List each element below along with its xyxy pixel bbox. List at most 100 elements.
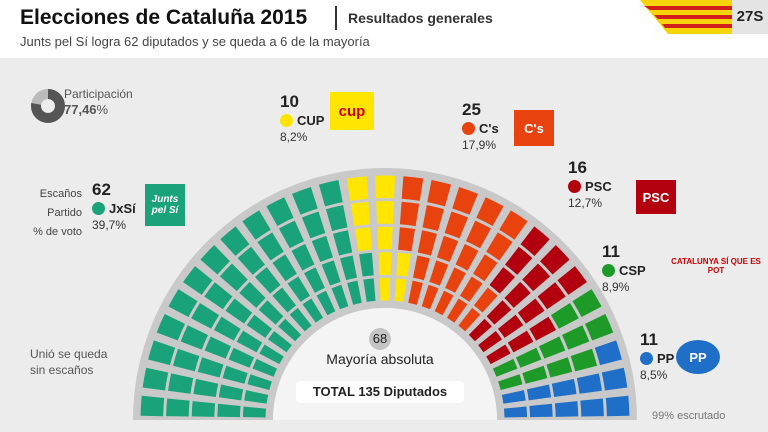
seat-jxsi [291, 243, 315, 271]
csp-logo: CATALUNYA SÍ QUE ES POT [671, 257, 761, 275]
seat-psc [468, 318, 492, 342]
party-color-dot [602, 264, 615, 277]
seat-jxsi [183, 266, 213, 295]
seat-jxsi [204, 282, 233, 310]
seat-csp [570, 348, 598, 372]
seat-jxsi [222, 365, 248, 384]
seat-cup [354, 227, 372, 252]
header: Elecciones de Cataluña 2015 Resultados g… [0, 0, 768, 58]
party-name: CSP [619, 263, 646, 278]
party-label-pp: 11 PP 8,5% [640, 330, 674, 382]
seat-cup [396, 252, 411, 277]
seat-cs [455, 243, 479, 271]
seat-cup [377, 226, 393, 250]
seat-psc [517, 298, 545, 324]
seat-jxsi [321, 260, 341, 286]
seat-cs [398, 227, 416, 252]
seat-cs [445, 267, 466, 293]
seat-jxsi [333, 230, 353, 256]
seat-cs [460, 276, 483, 302]
seat-jxsi [204, 336, 232, 359]
seats-label: Escaños [39, 188, 82, 200]
party-name-row: CUP [280, 112, 324, 130]
date-badge: 27S [732, 0, 768, 34]
seat-jxsi [304, 267, 325, 293]
seat-cs [408, 280, 423, 305]
seat-psc [486, 300, 512, 325]
seat-cs [458, 307, 481, 332]
page-title: Elecciones de Cataluña 2015 [20, 6, 308, 29]
party-seats: 62 [92, 180, 111, 199]
vote-label: % de voto [33, 226, 82, 238]
legend-labels: Escaños Partido % de voto [30, 185, 82, 242]
seat-jxsi [242, 210, 271, 240]
party-seats: 11 [602, 242, 620, 261]
party-seats: 16 [568, 158, 587, 177]
lead-text: Junts pel Sí logra 62 diputados y se que… [20, 34, 370, 49]
seat-cs [473, 254, 498, 282]
seat-csp [561, 325, 590, 350]
seat-cup [379, 277, 391, 301]
seat-cs [427, 179, 452, 207]
total-seats: TOTAL 135 Diputados [296, 381, 464, 403]
seat-jxsi [193, 378, 219, 398]
seat-jxsi [292, 187, 318, 215]
seat-pp [501, 390, 526, 404]
seat-cup [374, 175, 396, 199]
seat-csp [522, 365, 548, 384]
party-name: PP [657, 351, 675, 366]
seat-jxsi [213, 316, 241, 341]
seat-jxsi [172, 348, 200, 372]
party-label-cs: 25 C's 17,9% [462, 100, 499, 152]
party-color-dot [640, 352, 653, 365]
cup-logo: cup [330, 92, 374, 130]
seat-jxsi [244, 390, 269, 404]
pp-logo: PP [676, 340, 720, 374]
seat-cs [436, 235, 459, 263]
seat-psc [557, 266, 587, 295]
seat-jxsi [347, 280, 362, 305]
party-color-dot [280, 114, 293, 127]
seat-pp [554, 401, 579, 417]
party-name: CUP [297, 113, 325, 128]
seat-jxsi [142, 367, 169, 391]
seat-jxsi [180, 325, 209, 350]
seat-csp [515, 347, 542, 368]
seat-jxsi [359, 252, 374, 277]
seat-jxsi [217, 403, 241, 418]
seat-jxsi [311, 235, 334, 263]
seat-cs [421, 284, 439, 310]
seat-jxsi [257, 232, 284, 261]
participation-donut-icon [31, 89, 65, 123]
catalan-flag-icon [640, 0, 732, 34]
page-subtitle: Resultados generales [348, 10, 493, 26]
seat-psc [505, 246, 533, 275]
seat-jxsi [246, 314, 273, 338]
seat-psc [537, 282, 566, 310]
party-vote-pct: 8,2% [280, 130, 308, 144]
seat-cs [429, 260, 449, 286]
party-label-cup: 10 CUP 8,2% [280, 92, 324, 144]
participation-value: 77,46% [64, 102, 108, 117]
seat-csp [572, 289, 602, 318]
seat-jxsi [156, 314, 186, 341]
seat-cs [486, 232, 513, 261]
seat-pp [594, 340, 622, 366]
seat-cs [465, 220, 492, 249]
seat-psc [486, 344, 511, 365]
seat-jxsi [225, 298, 253, 324]
party-color-dot [568, 180, 581, 193]
seat-jxsi [267, 330, 292, 353]
seat-jxsi [363, 278, 376, 302]
participation-unit: % [96, 102, 109, 117]
seat-jxsi [287, 276, 310, 302]
seat-jxsi [140, 395, 165, 417]
seat-cup [350, 201, 371, 227]
seat-jxsi [219, 263, 248, 292]
seat-cs [473, 287, 498, 313]
seat-cup [346, 176, 369, 201]
participation-number: 77,46 [64, 102, 97, 117]
seat-jxsi [252, 358, 278, 377]
party-color-dot [92, 202, 105, 215]
